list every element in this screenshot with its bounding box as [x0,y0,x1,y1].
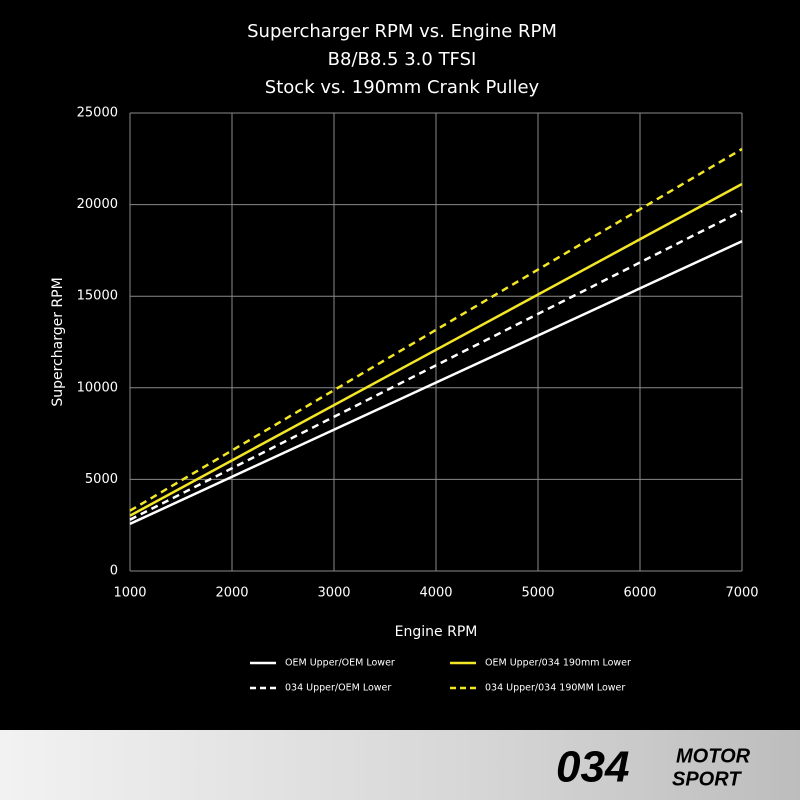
legend-label: OEM Upper/034 190mm Lower [485,658,631,669]
chart-subtitle: Stock vs. 190mm Crank Pulley [265,77,540,98]
series-line [129,209,743,521]
logo-number: 034 [556,743,629,792]
legend-label: 034 Upper/OEM Lower [285,683,391,694]
y-tick-label: 0 [110,564,118,579]
series-line [129,240,743,526]
y-tick-label: 20000 [77,197,118,212]
y-tick-label: 25000 [77,106,118,121]
legend-label: OEM Upper/OEM Lower [285,658,395,669]
x-tick-label: 3000 [317,586,350,601]
series-line [129,182,743,517]
y-tick-label: 15000 [77,289,118,304]
x-tick-label: 6000 [623,586,656,601]
chart-subtitle: B8/B8.5 3.0 TFSI [328,49,477,70]
y-tick-label: 10000 [77,380,118,395]
x-tick-label: 4000 [419,586,452,601]
x-axis-label: Engine RPM [395,624,478,640]
series-line [129,147,743,512]
legend-label: 034 Upper/034 190MM Lower [485,683,625,694]
logo-word: MOTOR [676,745,751,767]
y-axis-label: Supercharger RPM [50,277,66,406]
x-tick-label: 7000 [725,586,758,601]
chart-title: Supercharger RPM vs. Engine RPM [247,21,557,42]
background [0,0,800,730]
y-tick-label: 5000 [85,472,118,487]
footer-band [0,730,800,800]
logo-word: SPORT [672,768,742,790]
x-tick-label: 5000 [521,586,554,601]
x-tick-label: 1000 [113,586,146,601]
x-tick-label: 2000 [215,586,248,601]
